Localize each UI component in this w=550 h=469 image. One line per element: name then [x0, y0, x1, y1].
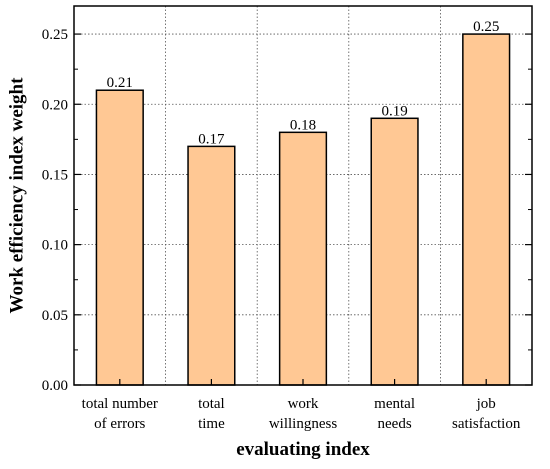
y-tick-label: 0.05 [42, 308, 68, 324]
bars [95, 33, 511, 386]
x-tick-label: job [476, 396, 496, 412]
data-label: 0.25 [473, 19, 499, 35]
x-tick-label: total number [82, 396, 158, 412]
y-tick-label: 0.15 [42, 167, 68, 183]
bar [278, 131, 328, 386]
y-tick-label: 0.10 [42, 238, 68, 254]
y-tick-label: 0.00 [42, 378, 68, 394]
data-label: 0.19 [381, 103, 407, 119]
data-label: 0.21 [107, 75, 133, 91]
x-axis-title: evaluating index [236, 439, 370, 460]
data-label: 0.18 [290, 117, 316, 133]
bar [370, 117, 419, 386]
x-tick-label: time [198, 416, 225, 432]
y-axis-ticks: 0.00 0.05 0.10 0.15 0.20 0.25 [42, 27, 532, 394]
x-tick-label: work [288, 396, 319, 412]
bar [95, 89, 144, 386]
data-labels: 0.21 0.17 0.18 0.19 0.25 [107, 19, 500, 147]
y-tick-label: 0.20 [42, 97, 68, 113]
x-tick-label: mental [374, 396, 415, 412]
y-axis-title: Work efficiency index weight [6, 77, 27, 314]
data-label: 0.17 [198, 131, 225, 147]
x-tick-label: total [198, 396, 225, 412]
x-tick-label: willingness [269, 416, 337, 432]
bar [462, 33, 511, 386]
bar [187, 145, 236, 386]
y-tick-label: 0.25 [42, 27, 68, 43]
x-tick-label: of errors [94, 416, 145, 432]
x-tick-label: satisfaction [452, 416, 521, 432]
x-axis-ticks: total number of errors total time work willin… [82, 379, 521, 432]
x-tick-label: needs [378, 416, 412, 432]
